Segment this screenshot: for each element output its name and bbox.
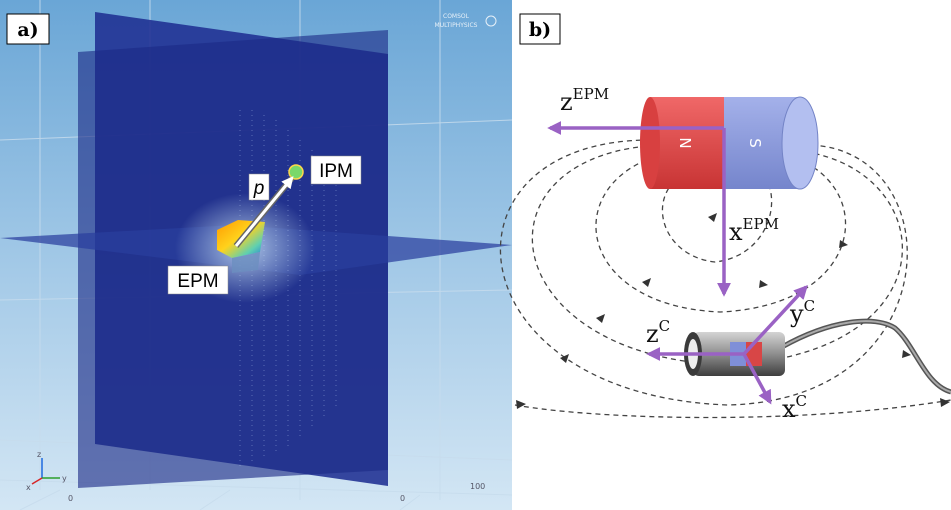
epm-cylinder-magnet: N S [640,97,818,189]
field-arrow-2 [642,278,651,287]
z-epm-label: zEPM [560,85,609,116]
triad-x-label: x [26,483,31,492]
callout-ipm-text: IPM [319,161,353,182]
field-arrow-1 [708,213,717,222]
x-c-label: xC [782,392,807,423]
magnet-north-end [640,97,660,189]
panel-b-label: b) [529,19,551,41]
y-c-label: yC [789,297,815,328]
callout-epm-text: EPM [177,271,218,292]
field-arrow-4 [596,314,605,323]
magnet-north-letter: N [676,137,694,148]
panel-a-simulation: IPM EPM p COMSOL MULTIPHYSICS z y x 0 0 … [0,0,512,510]
z-c-label: zC [646,317,670,348]
magnet-south-end [782,97,818,189]
tether-cable-highlight [782,321,951,392]
bottom-tick-3: 100 [470,482,485,491]
callout-epm: EPM [168,266,228,294]
callout-vector-text: p [253,178,265,199]
triad-y-label: y [62,474,67,483]
field-arrow-8 [516,400,526,409]
panel-a-label: a) [17,19,38,41]
panel-b-diagram: N S zEPM xEPM zC [500,14,951,423]
capsule-tether [782,321,951,392]
field-line-5 [515,400,951,418]
callout-ipm: IPM [311,156,361,184]
field-arrow-3 [759,280,768,288]
tether-cable [782,321,951,392]
panel-b-label-box: b) [520,14,560,44]
bottom-tick-2: 0 [400,494,405,503]
logo-line-2: MULTIPHYSICS [435,22,478,29]
field-arrow-9 [940,398,950,407]
field-arrow-6 [902,350,911,358]
bottom-tick-1: 0 [68,494,73,503]
magnet-south-letter: S [746,138,764,148]
x-epm-label: xEPM [729,215,779,246]
triad-z-label: z [37,450,41,459]
callout-vector: p [249,174,269,200]
panel-a-label-box: a) [7,14,49,44]
logo-line-1: COMSOL [443,13,470,20]
ipm-magnet-dot [289,165,303,179]
